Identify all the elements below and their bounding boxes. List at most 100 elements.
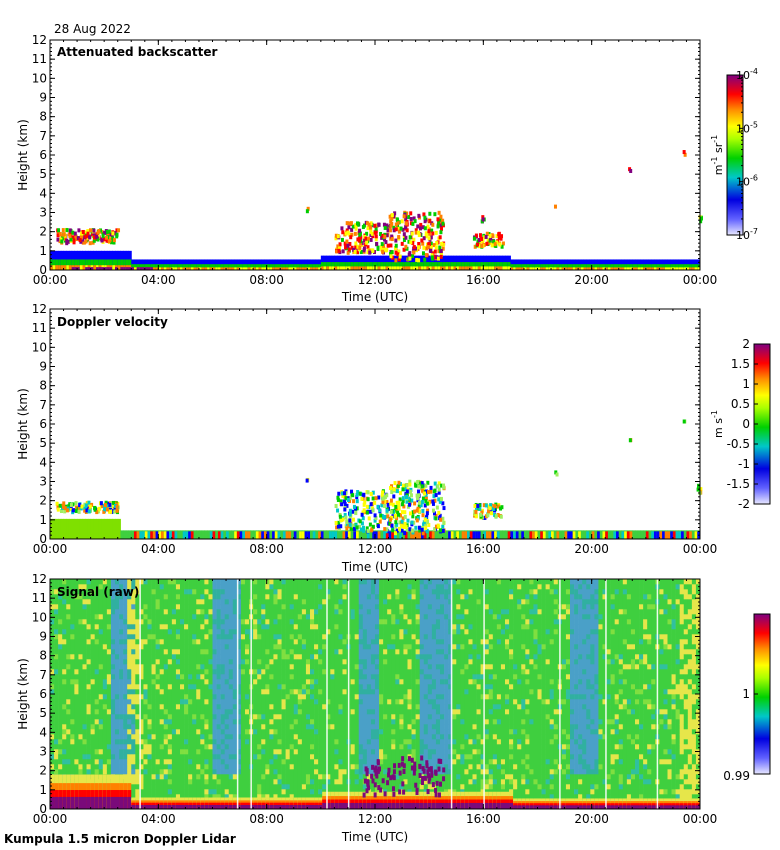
- signal-cell: [131, 699, 136, 705]
- signal-cell: [50, 589, 55, 595]
- velocity-cell: [404, 531, 408, 539]
- signal-cell: [204, 609, 209, 615]
- signal-cell: [159, 644, 165, 650]
- signal-cell: [204, 779, 209, 785]
- signal-cell: [139, 779, 144, 785]
- velocity-cell: [424, 496, 428, 501]
- backscatter-cell: [390, 234, 394, 239]
- velocity-cell: [161, 531, 165, 539]
- backscatter-cell: [490, 233, 494, 238]
- backscatter-cell: [163, 264, 167, 270]
- velocity-cell: [353, 531, 357, 539]
- backscatter-cell: [383, 262, 387, 270]
- velocity-cell: [618, 530, 622, 539]
- signal-cell: [147, 709, 152, 715]
- signal-cell: [175, 769, 181, 775]
- signal-cell: [98, 644, 104, 650]
- backscatter-cell: [106, 259, 111, 270]
- signal-cell: [212, 739, 217, 745]
- signal-cell: [62, 639, 67, 645]
- signal-cell: [115, 709, 120, 715]
- backscatter-cell: [382, 247, 386, 252]
- velocity-cell: [429, 489, 433, 494]
- backscatter-cell: [411, 254, 415, 259]
- velocity-cell: [396, 510, 400, 515]
- signal-cell: [106, 729, 112, 735]
- backscatter-cell: [648, 264, 652, 270]
- backscatter-cell: [217, 267, 222, 270]
- x-tick-label: 16:00: [466, 273, 501, 287]
- signal-cell: [70, 634, 75, 640]
- velocity-cell: [373, 518, 377, 523]
- signal-cell: [204, 754, 209, 760]
- signal-cell: [188, 699, 193, 705]
- signal-cell: [119, 684, 124, 690]
- signal-cell: [102, 796, 108, 809]
- backscatter-cell: [439, 249, 443, 254]
- signal-cell: [102, 674, 108, 680]
- backscatter-cell: [583, 264, 587, 270]
- backscatter-cell: [445, 266, 449, 270]
- velocity-cell: [359, 527, 363, 532]
- signal-cell: [115, 614, 120, 620]
- velocity-cell: [540, 531, 544, 539]
- velocity-cell: [383, 527, 387, 532]
- velocity-cell: [393, 508, 397, 513]
- signal-cell: [82, 629, 87, 635]
- velocity-cell: [385, 531, 390, 539]
- backscatter-cell: [150, 264, 154, 270]
- signal-cell: [196, 694, 201, 700]
- backscatter-cell: [484, 234, 488, 239]
- signal-cell: [90, 684, 95, 690]
- velocity-cell: [305, 478, 309, 483]
- backscatter-cell: [686, 267, 690, 270]
- backscatter-cell: [434, 262, 438, 270]
- signal-cell: [135, 579, 140, 585]
- velocity-cell: [408, 527, 412, 532]
- signal-cell: [50, 579, 55, 585]
- signal-cell: [200, 804, 205, 809]
- signal-cell: [139, 639, 144, 645]
- signal-cell: [110, 764, 116, 770]
- signal-cell: [66, 624, 71, 630]
- backscatter-cell: [399, 266, 403, 270]
- signal-cell: [58, 644, 63, 650]
- backscatter-cell: [436, 224, 440, 229]
- signal-cell: [147, 694, 152, 700]
- velocity-cell: [62, 501, 66, 506]
- backscatter-cell: [448, 262, 452, 270]
- backscatter-cell: [681, 267, 685, 270]
- velocity-cell: [434, 493, 438, 498]
- velocity-cell: [403, 487, 407, 492]
- velocity-cell: [425, 514, 429, 519]
- signal-cell: [171, 724, 177, 730]
- velocity-cell: [373, 500, 377, 505]
- signal-cell: [155, 794, 160, 800]
- backscatter-cell: [120, 259, 124, 270]
- signal-cell: [94, 604, 100, 610]
- signal-cell: [54, 734, 59, 740]
- velocity-cell: [171, 531, 176, 539]
- signal-cell: [167, 609, 173, 615]
- velocity-cell: [77, 506, 81, 511]
- backscatter-cell: [426, 224, 430, 229]
- velocity-cell: [350, 530, 354, 539]
- signal-cell: [196, 719, 201, 725]
- signal-cell: [143, 749, 148, 755]
- signal-cell: [82, 614, 87, 620]
- backscatter-cell: [163, 267, 167, 270]
- signal-cell: [119, 629, 124, 635]
- velocity-cell: [320, 531, 325, 539]
- signal-cell: [123, 629, 128, 635]
- backscatter-cell: [643, 267, 647, 270]
- backscatter-cell: [280, 264, 284, 270]
- backscatter-cell: [534, 267, 538, 270]
- signal-cell: [147, 654, 152, 660]
- backscatter-cell: [105, 238, 109, 243]
- signal-cell: [192, 684, 197, 690]
- y-tick-label: 9: [39, 360, 47, 374]
- signal-cell: [115, 739, 120, 745]
- signal-cell: [200, 784, 205, 790]
- velocity-cell: [395, 489, 399, 494]
- backscatter-cell: [77, 267, 81, 270]
